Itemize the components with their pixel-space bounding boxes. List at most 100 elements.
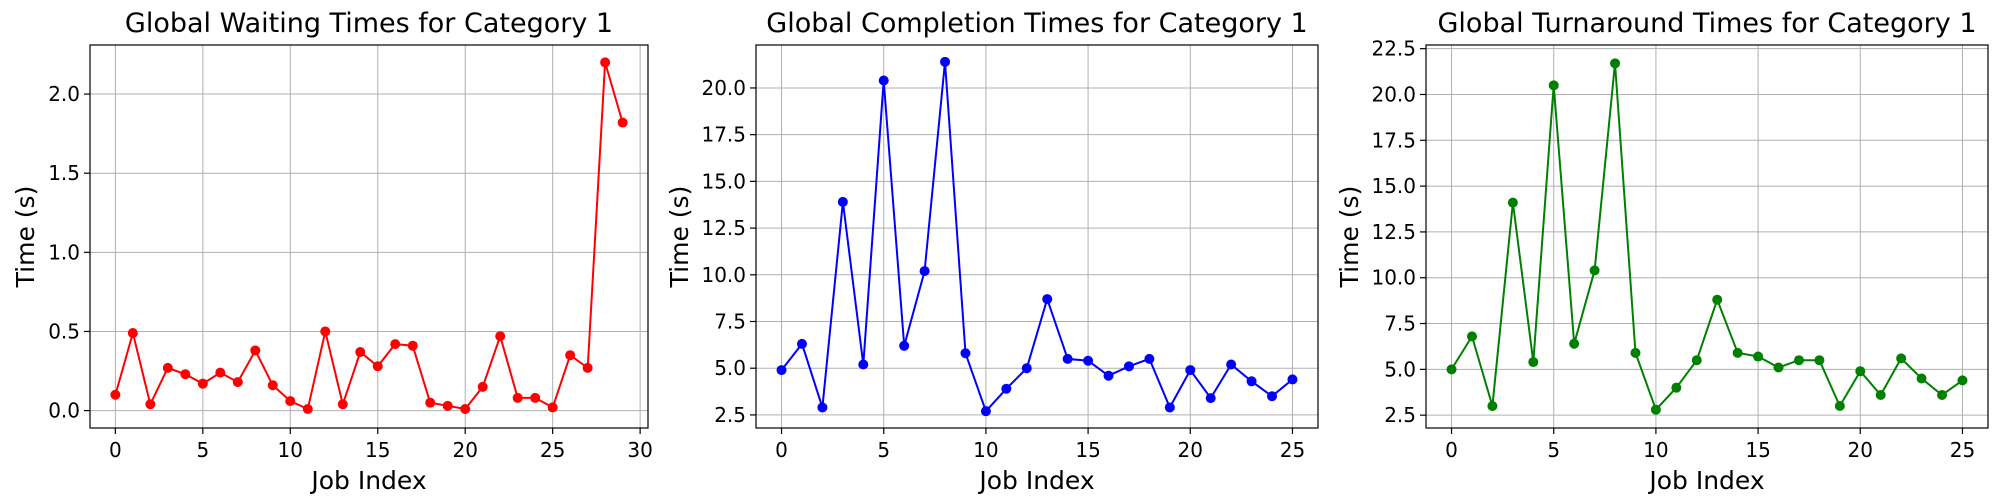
data-point [1507,197,1518,208]
data-point [1569,338,1580,349]
y-tick-label: 22.5 [1371,37,1416,61]
chart-title: Global Turnaround Times for Category 1 [1438,8,1977,39]
data-point [302,404,313,415]
data-point [372,361,383,372]
x-tick-label: 25 [1950,438,1975,462]
series-line [114,62,624,411]
data-point [960,348,971,359]
data-point [547,402,558,413]
data-point [145,399,156,410]
x-tick-label: 30 [627,438,652,462]
data-point [1548,80,1559,91]
data-point [817,402,828,413]
y-tick-label: 0.5 [48,319,80,343]
y-axis-label: Time (s) [1335,186,1364,289]
x-tick-label: 5 [196,438,209,462]
y-tick-label: 12.5 [1371,220,1416,244]
y-tick-label: 10.0 [1371,266,1416,290]
plot-frame [755,44,1319,429]
data-point [1712,294,1723,305]
x-tick-label: 5 [877,438,890,462]
data-point [1528,357,1539,368]
x-tick-label: 10 [1643,438,1668,462]
chart-title: Global Waiting Times for Category 1 [125,8,613,39]
data-point [1671,382,1682,393]
data-point [1205,393,1216,404]
y-tick-label: 10.0 [701,263,746,287]
data-point [1083,355,1094,366]
data-point [796,338,807,349]
x-tick-label: 0 [775,438,788,462]
y-tick-label: 15.0 [1371,174,1416,198]
data-point [919,266,930,277]
data-point [600,57,611,68]
data-point [878,75,889,86]
data-point [1226,359,1237,370]
data-point [180,369,191,380]
data-point [1793,355,1804,366]
y-tick-label: 12.5 [701,216,746,240]
x-axis-label: Job Index [1647,466,1764,495]
data-point [1103,370,1114,381]
data-point [250,345,261,356]
data-point [858,359,869,370]
data-point [1164,402,1175,413]
data-point [1610,58,1621,69]
x-tick-label: 20 [452,438,477,462]
y-tick-label: 2.5 [714,403,746,427]
data-point [1144,353,1155,364]
data-point [1855,366,1866,377]
y-tick-label: 2.5 [1384,403,1416,427]
data-point [1021,363,1032,374]
data-point [1753,351,1764,362]
data-point [1691,355,1702,366]
y-tick-label: 1.5 [48,161,80,185]
y-tick-label: 20.0 [1371,82,1416,106]
x-tick-label: 5 [1547,438,1560,462]
data-point [1834,401,1845,412]
data-point [1937,390,1948,401]
series-line [780,61,1294,414]
data-point [390,339,401,350]
data-point [1062,353,1073,364]
data-point [337,399,348,410]
data-point [1916,373,1927,384]
x-tick-label: 15 [365,438,390,462]
y-tick-label: 1.0 [48,240,80,264]
data-point [837,196,848,207]
data-point [425,397,436,408]
data-point [267,380,278,391]
data-point [1814,355,1825,366]
data-point [127,328,138,339]
chart-title: Global Completion Times for Category 1 [766,8,1307,39]
data-point [442,400,453,411]
x-tick-label: 0 [1445,438,1458,462]
data-point [1246,376,1257,387]
data-point [1487,401,1498,412]
y-tick-label: 7.5 [714,310,746,334]
x-tick-label: 25 [1280,438,1305,462]
y-axis-label: Time (s) [11,186,40,289]
data-point [1773,362,1784,373]
data-point [285,396,296,407]
data-point [407,340,418,351]
data-point [1896,353,1907,364]
data-point [776,365,787,376]
data-point [1001,383,1012,394]
y-tick-label: 15.0 [701,169,746,193]
data-point [495,331,506,342]
data-point [477,381,488,392]
plot-frame [1425,44,1989,429]
data-point [617,117,628,128]
x-tick-label: 20 [1178,438,1203,462]
series-line [1450,63,1964,412]
data-point [1287,374,1298,385]
data-point [1957,375,1968,386]
data-point [215,367,226,378]
data-point [1466,331,1477,342]
y-tick-label: 5.0 [1384,357,1416,381]
x-tick-label: 15 [1075,438,1100,462]
data-point [1875,390,1886,401]
